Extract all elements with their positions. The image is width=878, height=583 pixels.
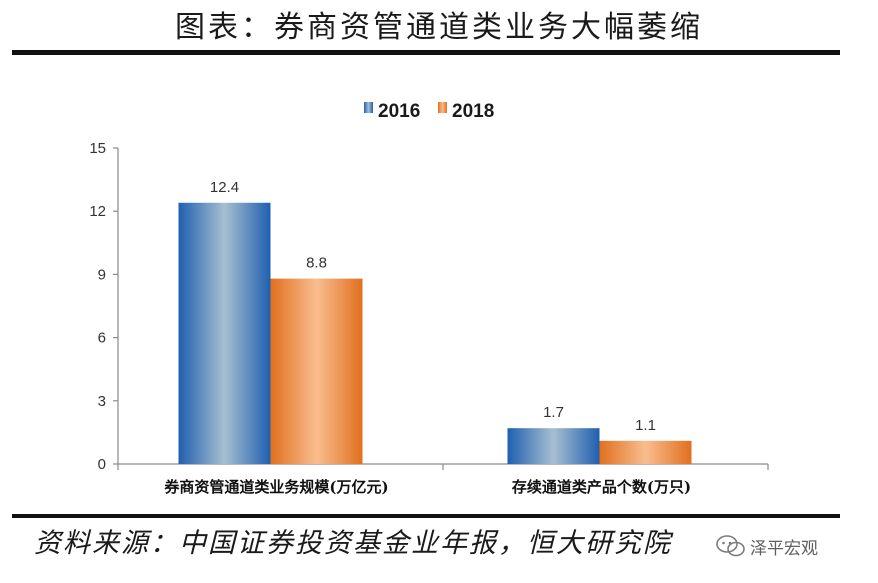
- chart-data-labels: 12.4 8.8 1.7 1.1: [210, 179, 656, 434]
- y-tick-label: 0: [98, 456, 106, 473]
- watermark-text: 泽平宏观: [750, 538, 818, 559]
- bar-2016: [507, 428, 600, 464]
- y-tick-label: 6: [98, 330, 106, 347]
- source-divider: [12, 514, 840, 518]
- bar-2016: [178, 202, 271, 465]
- data-label: 1.1: [635, 417, 656, 434]
- legend-swatch-2018: [438, 102, 447, 113]
- source-note: 资料来源：中国证券投资基金业年报，恒大研究院: [34, 528, 672, 559]
- y-tick-label: 15: [89, 140, 106, 157]
- watermark: 泽平宏观: [716, 532, 818, 560]
- data-label: 12.4: [210, 179, 239, 196]
- legend-swatch-2016: [364, 102, 373, 113]
- data-label: 1.7: [543, 404, 564, 421]
- legend-label-2016: 2016: [378, 101, 420, 122]
- chart-bars: [178, 202, 692, 465]
- y-tick-label: 3: [98, 393, 106, 410]
- legend-label-2018: 2018: [452, 101, 494, 122]
- title-divider: [12, 50, 840, 55]
- x-category-label: 存续通道类产品个数(万只): [512, 478, 691, 496]
- page-title: 图表：券商资管通道类业务大幅萎缩: [175, 10, 703, 45]
- chart-legend: 2016 2018: [364, 101, 494, 122]
- y-tick-label: 9: [98, 266, 106, 283]
- data-label: 8.8: [306, 255, 327, 272]
- bar-2018: [270, 278, 363, 464]
- y-tick-label: 12: [89, 203, 106, 220]
- x-category-label: 券商资管通道类业务规模(万亿元): [164, 478, 388, 496]
- bar-2018: [599, 440, 692, 464]
- wechat-icon: [716, 535, 745, 557]
